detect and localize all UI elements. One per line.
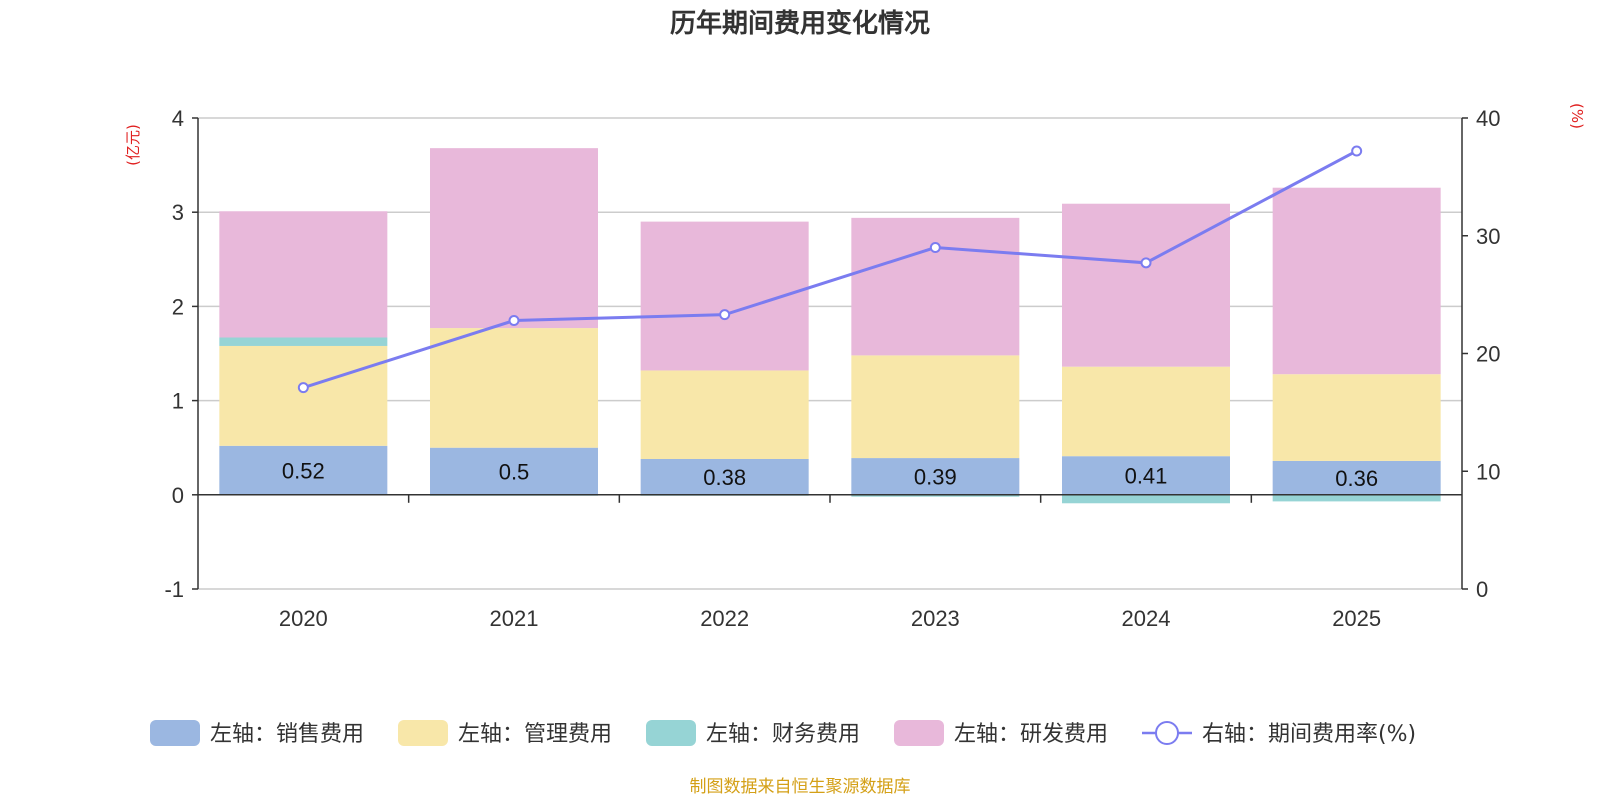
right-tick-label: 0 — [1476, 577, 1488, 602]
rate-point-2020 — [297, 382, 309, 394]
bar-2024-左轴：销售费用 — [1062, 456, 1230, 495]
bar-value-label: 0.5 — [499, 459, 530, 484]
bar-2022-左轴：管理费用 — [640, 370, 809, 460]
bar-2024-左轴：管理费用 — [1062, 366, 1230, 457]
legend: 左轴：销售费用 左轴：管理费用 左轴：财务费用 左轴：研发费用 右轴：期间费用率(%) — [150, 720, 1416, 747]
bar-2020-左轴：管理费用 — [219, 345, 388, 446]
bar-value-label: 0.38 — [703, 465, 746, 490]
bar-2023-左轴：销售费用 — [851, 458, 1020, 495]
bar-2023-左轴：研发费用 — [851, 217, 1020, 356]
bar-2023-左轴：财务费用 — [851, 494, 1020, 497]
left-tick-label: 0 — [172, 483, 184, 508]
bar-value-label: 0.41 — [1125, 463, 1168, 488]
bar-2025-左轴：研发费用 — [1272, 187, 1441, 375]
right-tick-label: 20 — [1476, 342, 1500, 367]
rate-point-2021 — [508, 315, 520, 327]
legend-swatch — [894, 720, 944, 746]
bar-2021-左轴：管理费用 — [430, 328, 598, 448]
bar-2025-左轴：管理费用 — [1272, 374, 1441, 461]
x-tick-label: 2020 — [279, 606, 328, 631]
right-tick-label: 40 — [1476, 106, 1500, 131]
right-tick-label: 10 — [1476, 459, 1500, 484]
bar-2025-左轴：财务费用 — [1272, 494, 1441, 502]
source-note: 制图数据来自恒生聚源数据库 — [690, 777, 911, 797]
x-tick-label: 2021 — [490, 606, 539, 631]
bar-2021-左轴：研发费用 — [430, 148, 598, 329]
legend-label: 右轴：期间费用率(%) — [1202, 722, 1416, 747]
rate-line — [297, 145, 1363, 394]
x-tick-label: 2024 — [1122, 606, 1171, 631]
legend-swatch — [150, 720, 200, 746]
rate-point-2025 — [1351, 145, 1363, 157]
left-tick-label: 4 — [172, 106, 184, 131]
legend-swatch — [646, 720, 696, 746]
x-tick-label: 2025 — [1332, 606, 1381, 631]
left-tick-label: -1 — [164, 577, 184, 602]
left-tick-label: 2 — [172, 294, 184, 319]
chart-title: 历年期间费用变化情况 — [670, 8, 930, 39]
bar-2020-左轴：研发费用 — [219, 211, 388, 338]
rate-point-2024 — [1140, 257, 1152, 269]
legend-label: 左轴：研发费用 — [954, 722, 1108, 747]
x-tick-label: 2023 — [911, 606, 960, 631]
bar-value-label: 0.39 — [914, 464, 957, 489]
bar-2021-左轴：销售费用 — [430, 447, 598, 495]
bar-value-label: 0.52 — [282, 458, 325, 483]
legend-swatch — [398, 720, 448, 746]
bar-2020-左轴：销售费用 — [219, 445, 388, 495]
rate-line-path — [302, 149, 1358, 390]
left-tick-label: 3 — [172, 200, 184, 225]
legend-label: 左轴：管理费用 — [458, 722, 612, 747]
rate-point-2023 — [929, 242, 941, 254]
bar-2024-左轴：财务费用 — [1062, 494, 1230, 504]
bar-labels: 0.52 0.5 0.38 0.39 0.41 0.36 — [282, 458, 1378, 491]
bar-2022-左轴：销售费用 — [640, 459, 809, 495]
rate-point-2022 — [719, 309, 731, 321]
x-tick-label: 2022 — [700, 606, 749, 631]
bar-2024-左轴：研发费用 — [1062, 203, 1230, 367]
gridlines — [198, 117, 1462, 590]
bar-2020-左轴：财务费用 — [219, 337, 388, 346]
bars — [219, 148, 1441, 504]
left-tick-label: 1 — [172, 389, 184, 414]
legend-circle-icon — [1155, 721, 1179, 745]
bar-value-label: 0.36 — [1335, 466, 1378, 491]
bar-2025-左轴：销售费用 — [1272, 460, 1441, 495]
bar-2023-左轴：管理费用 — [851, 355, 1020, 459]
legend-label: 左轴：财务费用 — [706, 722, 860, 747]
left-axis-unit: (亿元) — [124, 124, 142, 166]
right-axis-unit: (%) — [1568, 103, 1586, 129]
legend-label: 左轴：销售费用 — [210, 722, 364, 747]
right-tick-label: 30 — [1476, 224, 1500, 249]
